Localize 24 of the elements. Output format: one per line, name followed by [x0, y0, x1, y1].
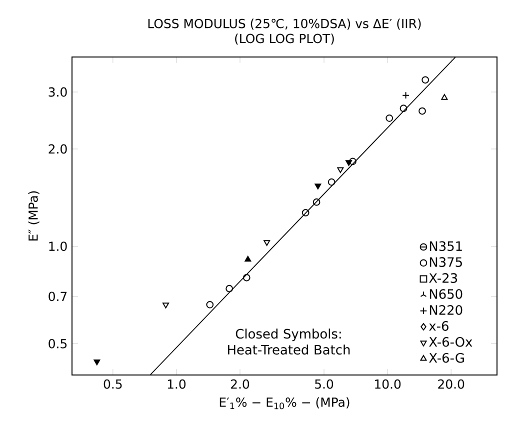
y-tick-label: 0.7 [48, 292, 67, 302]
legend-label: N220 [430, 305, 462, 315]
legend-label: N650 [430, 289, 462, 299]
x-tick-label: 1.0 [168, 379, 186, 389]
legend-label: X-6-Ox [429, 337, 472, 347]
legend-label: X-6-G [429, 352, 464, 363]
x-tick-label: 5.0 [315, 379, 334, 389]
chart-title: LOSS MODULUS (25℃, 10%DSA) vs ΔE′ (IIR) [148, 18, 421, 30]
legend-label: N375 [430, 257, 462, 267]
x-tick-label: 2.0 [231, 379, 250, 389]
x-tick-label: 10.0 [375, 379, 401, 389]
y-tick-label: 2.0 [48, 144, 67, 154]
legend-label: x-6 [429, 321, 448, 331]
y-tick-label: 3.0 [48, 87, 67, 97]
x-axis-title: E′$_{1}$% − E$_{10}$% − (MPa) [220, 397, 350, 410]
y-axis-title: E″ (MPa) [28, 191, 40, 241]
y-tick-label: 1.0 [49, 242, 67, 252]
y-tick-label: 0.5 [48, 338, 67, 348]
annotation: Closed Symbols: Heat-Treated Batch [228, 328, 350, 355]
legend-label: X-23 [429, 273, 458, 283]
x-tick-label: 0.5 [104, 379, 122, 389]
x-tick-label: 20.0 [438, 379, 464, 389]
legend-label: N351 [430, 241, 462, 252]
chart-subtitle: (LOG LOG PLOT) [235, 34, 334, 45]
